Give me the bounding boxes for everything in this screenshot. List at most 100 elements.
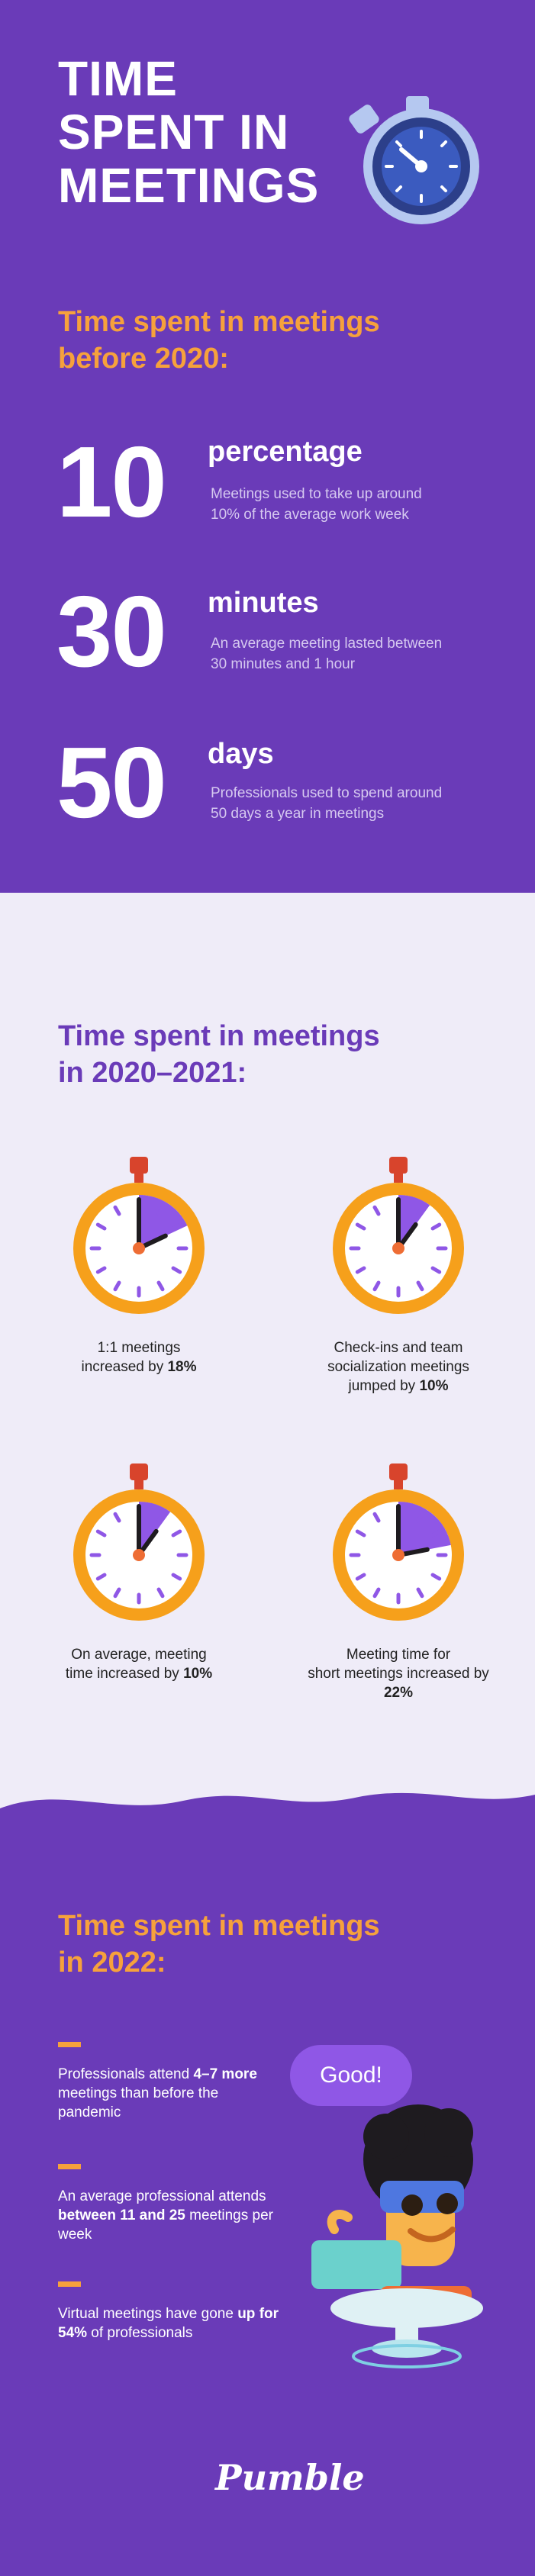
clock-tick [430,1529,442,1538]
clock-wedge [398,1502,451,1555]
caption-bold: 22% [383,1685,414,1701]
clock-caption: Check-ins and team socialization meeting… [307,1338,490,1396]
clock-tick [95,1529,107,1538]
clock-tick [113,1280,121,1292]
clock-tick [355,1529,366,1538]
caption-text: increased by [81,1359,168,1375]
stat-description: Professionals used to spend around 50 da… [211,783,501,824]
item-bold: up for 54% [58,2306,279,2341]
wave-divider [0,1792,535,1839]
clock-tick [416,1512,424,1523]
before-2020-heading: Time spent in meetings before 2020: [58,304,380,377]
clock-stem [394,1479,403,1489]
clock-stem [134,1479,143,1489]
title-line: TIME [58,51,178,106]
item-text: Virtual meetings have gone [58,2306,238,2322]
clock-tick [416,1587,424,1599]
caption-bold: 18% [167,1359,197,1375]
heading-line: Time spent in meetings [58,306,380,338]
clock-icon [73,1463,205,1621]
stat-number: 50 [56,726,167,839]
stat-description: An average meeting lasted between 30 min… [211,633,501,675]
caption-bold: 10% [419,1378,449,1394]
clock-tick [372,1280,381,1292]
item-text: An average professional attends [58,2188,266,2204]
desc-line: Professionals used to spend around [211,785,443,801]
clock-center [133,1242,145,1254]
clock-tick [156,1280,165,1292]
heading-line: before 2020: [58,343,229,375]
clock-tick [113,1587,121,1599]
clock-stem [394,1172,403,1183]
clock-tick [156,1512,165,1523]
heading-line: in 2022: [58,1946,166,1979]
caption-text: On average, meeting [71,1647,207,1663]
item-text: meetings per week [58,2207,273,2243]
title-line: SPENT IN [58,105,290,159]
clock-caption: On average, meeting time increased by 10… [47,1645,230,1683]
desc-line: Meetings used to take up around [211,486,422,502]
clock-tick [416,1280,424,1292]
clock-tick [355,1266,366,1274]
item-text: meetings than before the pandemic [58,2085,219,2120]
clock-stem [134,1172,143,1183]
pumble-logo: Pumble [215,2457,365,2498]
clock-crown [389,1463,408,1480]
item-text: Professionals attend [58,2066,194,2082]
heading-line: Time spent in meetings [58,1910,380,1942]
clock-crown [130,1157,148,1174]
list-item: Professionals attend 4–7 more meetings t… [58,2065,279,2122]
clock-crown [389,1157,408,1174]
stat-number: 10 [56,426,167,538]
desc-line: An average meeting lasted between [211,636,443,652]
list-item: An average professional attends between … [58,2187,279,2244]
clock-caption: 1:1 meetings increased by 18% [47,1338,230,1377]
clock-tick [372,1587,381,1599]
clock-tick [430,1573,442,1581]
clock-tick [171,1529,182,1538]
clock-icon [333,1157,464,1314]
clock-tick [416,1205,424,1216]
list-item: Virtual meetings have gone up for 54% of… [58,2304,279,2343]
clock-tick [430,1266,442,1274]
item-text: of professionals [87,2325,193,2341]
clock-tick [355,1573,366,1581]
heading-line: in 2020–2021: [58,1057,247,1089]
stat-unit: days [208,738,274,770]
stat-unit: percentage [208,436,363,468]
title-line: MEETINGS [58,158,320,213]
clock-center [392,1549,404,1561]
period-2020-heading: Time spent in meetings in 2020–2021: [58,1018,380,1091]
clock-icon [73,1157,205,1314]
clock-tick [113,1512,121,1523]
clock-crown [130,1463,148,1480]
clock-center [133,1549,145,1561]
stopwatch-icon [349,96,479,224]
bullet-dash [58,2281,81,2287]
clock-tick [171,1266,182,1274]
speech-bubble: Good! [290,2045,412,2106]
section-2020-2021 [0,893,535,1824]
clock-tick [113,1205,121,1216]
clock-tick [355,1222,366,1231]
clock-tick [430,1222,442,1231]
stat-unit: minutes [208,587,319,619]
clock-tick [171,1222,182,1231]
clock-tick [95,1222,107,1231]
caption-text: Meeting time for [346,1647,451,1663]
clock-tick [372,1512,381,1523]
clock-tick [171,1573,182,1581]
clock-tick [95,1573,107,1581]
item-bold: 4–7 more [193,2066,257,2082]
heading-line: Time spent in meetings [58,1020,380,1052]
clock-tick [156,1587,165,1599]
item-bold: between 11 and 25 [58,2207,185,2223]
clock-tick [156,1205,165,1216]
page-title: TIME SPENT IN MEETINGS [58,52,319,212]
desc-line: 10% of the average work week [211,507,409,523]
wave-divider [0,893,535,946]
clock-wedge [139,1195,188,1248]
character-illustration [311,2104,483,2368]
bullet-dash [58,2164,81,2169]
